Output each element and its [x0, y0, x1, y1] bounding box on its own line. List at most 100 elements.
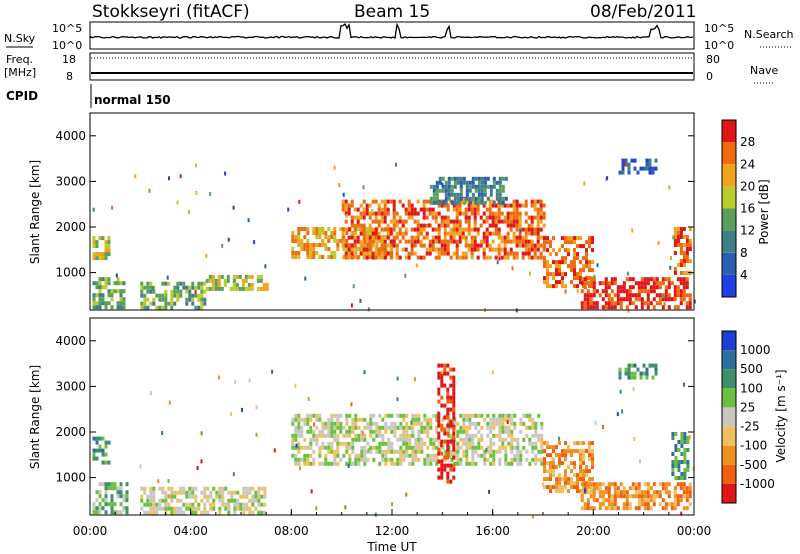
heatmap-cell [626, 271, 629, 276]
heatmap-cell [546, 236, 549, 241]
heatmap-cell [259, 286, 263, 291]
heatmap-cell [680, 511, 683, 516]
heatmap-cell [353, 223, 357, 228]
heatmap-cell [294, 383, 297, 388]
colorbar-segment [722, 142, 736, 165]
heatmap-cell [636, 170, 640, 175]
heatmap-cell [92, 244, 96, 249]
heatmap-cell [235, 282, 239, 287]
heatmap-cell [561, 461, 564, 466]
heatmap-cell [446, 455, 450, 460]
heatmap-cell [435, 184, 439, 189]
heatmap-cell [567, 477, 570, 482]
heatmap-cell [521, 243, 525, 248]
heatmap-cell [658, 502, 662, 507]
heatmap-cell [652, 277, 656, 282]
heatmap-cell [107, 486, 111, 491]
heatmap-cell [573, 272, 576, 277]
heatmap-cell [410, 203, 414, 208]
heatmap-cell [101, 436, 105, 441]
heatmap-cell [372, 421, 376, 426]
heatmap-cell [634, 506, 638, 511]
heatmap-cell [546, 280, 549, 285]
heatmap-cell [377, 207, 381, 212]
heatmap-cell [437, 247, 441, 252]
heatmap-cell [324, 425, 328, 430]
heatmap-cell [167, 502, 171, 507]
heatmap-cell [414, 437, 418, 442]
heatmap-cell [652, 305, 656, 310]
heatmap-cell [176, 510, 180, 515]
heatmap-cell [682, 293, 686, 298]
heatmap-cell [561, 256, 564, 261]
heatmap-cell [371, 199, 375, 204]
heatmap-cell [661, 506, 665, 511]
heatmap-cell [480, 437, 484, 442]
heatmap-cell [570, 461, 573, 466]
heatmap-cell [390, 429, 394, 434]
heatmap-cell [470, 251, 474, 256]
heatmap-cell [176, 293, 180, 298]
heatmap-cell [297, 441, 301, 446]
heatmap-cell [515, 239, 519, 244]
heatmap-cell [221, 486, 225, 491]
heatmap-cell [440, 223, 444, 228]
heatmap-cell [444, 188, 448, 193]
heatmap-cell [501, 188, 505, 193]
heatmap-cell [546, 441, 549, 446]
heatmap-cell [488, 243, 492, 248]
heatmap-cell [664, 289, 668, 294]
heatmap-cell [452, 203, 456, 208]
heatmap-cell [298, 199, 301, 204]
heatmap-cell [359, 298, 362, 303]
heatmap-cell [351, 437, 355, 442]
heatmap-cell [306, 231, 310, 235]
heatmap-cell [425, 223, 429, 228]
heatmap-cell [527, 231, 531, 236]
heatmap-cell [437, 435, 441, 440]
heatmap-cell [483, 180, 487, 185]
heatmap-cell [619, 389, 622, 394]
heatmap-cell [633, 158, 637, 163]
heatmap-cell [392, 239, 396, 244]
heatmap-cell [312, 247, 316, 251]
heatmap-cell [405, 441, 409, 446]
colorbar-segment [722, 331, 736, 351]
heatmap-cell [380, 207, 384, 212]
heatmap-cell [176, 498, 180, 503]
heatmap-cell [515, 215, 519, 220]
heatmap-cell [515, 211, 519, 216]
heatmap-cell [564, 469, 567, 474]
heatmap-cell [101, 301, 105, 306]
heatmap-cell [435, 461, 439, 466]
heatmap-cell [95, 256, 99, 261]
heatmap-cell [607, 490, 611, 495]
heatmap-cell [661, 297, 665, 302]
heatmap-cell [588, 244, 591, 249]
heatmap-cell [98, 510, 102, 515]
heatmap-cell [552, 469, 555, 474]
noise-tick-bottom-right: 10^0 [704, 39, 734, 52]
heatmap-cell [483, 184, 487, 189]
heatmap-cell [573, 481, 576, 486]
heatmap-cell [405, 449, 409, 454]
heatmap-cell [622, 486, 626, 491]
heatmap-cell [229, 286, 233, 291]
heatmap-cell [516, 461, 520, 466]
heatmap-cell [489, 188, 493, 193]
heatmap-cell [616, 486, 620, 491]
heatmap-cell [498, 461, 502, 466]
heatmap-cell [613, 498, 617, 503]
heatmap-cell [143, 486, 147, 491]
heatmap-cell [408, 445, 412, 450]
time-tick-label: 00:00 [677, 524, 712, 538]
heatmap-cell [655, 277, 659, 282]
heatmap-cell [149, 486, 153, 491]
heatmap-cell [546, 272, 549, 277]
heatmap-cell [399, 425, 403, 430]
heatmap-cell [357, 461, 361, 466]
heatmap-cell [613, 490, 617, 495]
heatmap-cell [521, 235, 525, 240]
heatmap-cell [585, 240, 588, 245]
